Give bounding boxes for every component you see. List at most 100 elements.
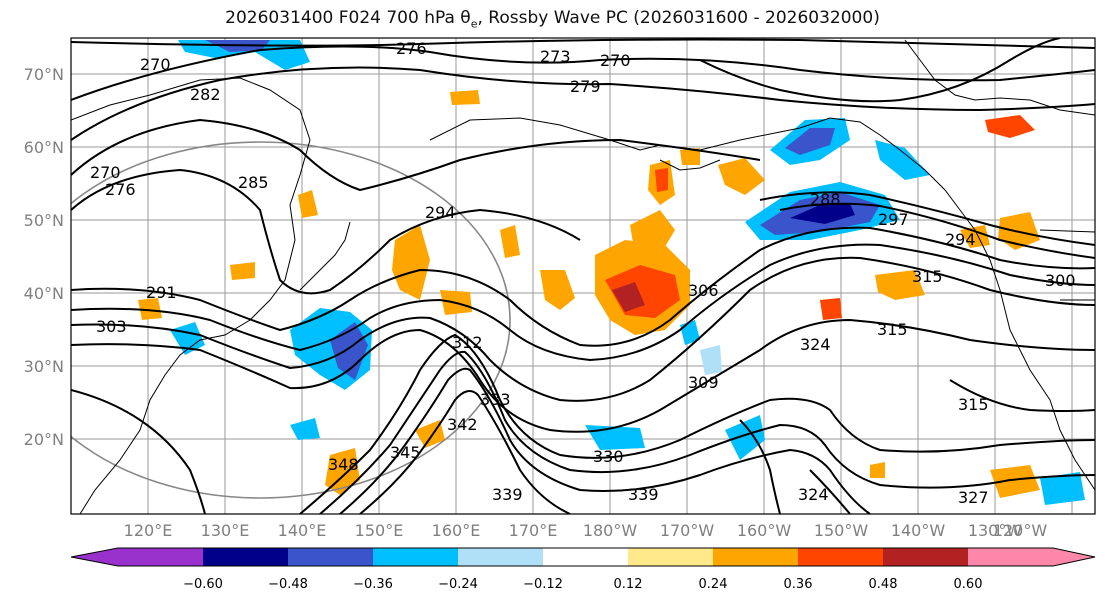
lon-label: 150°E [355, 521, 404, 540]
contour-label: 297 [878, 210, 909, 229]
contour-label: 279 [570, 77, 601, 96]
lat-label: 20°N [24, 430, 64, 449]
anomaly-patch [790, 204, 855, 224]
contour-line [71, 243, 1095, 362]
coastline [429, 117, 801, 151]
anomaly-patch [392, 225, 430, 300]
colorbar-tick: 0.24 [699, 577, 728, 592]
colorbar-segment [71, 548, 118, 566]
lon-label: 140°E [278, 521, 327, 540]
anomaly-patch [1040, 472, 1085, 505]
lat-label: 30°N [24, 357, 64, 376]
colorbar-tick: 0.60 [954, 577, 983, 592]
contour-label: 276 [105, 180, 136, 199]
contour-label: 348 [328, 455, 359, 474]
anomaly-patch [785, 128, 835, 155]
lon-label: 120°E [124, 521, 173, 540]
lon-label: 150°W [814, 521, 869, 540]
lon-label: 170°W [660, 521, 715, 540]
colorbar-tick: 0.12 [614, 577, 643, 592]
contour-label: 327 [958, 488, 989, 507]
contour-label: 330 [593, 447, 624, 466]
anomaly-patch [178, 40, 310, 70]
anomaly-patch [990, 465, 1040, 498]
lon-label: 120°W [993, 521, 1048, 540]
colorbar-segment [713, 548, 798, 566]
contour-label: 333 [480, 390, 511, 409]
anomaly-patch [985, 115, 1035, 138]
colorbar-tick: −0.36 [353, 577, 393, 592]
contour-line [71, 168, 581, 295]
contour-label: 315 [877, 320, 908, 339]
anomaly-patch [718, 158, 765, 195]
anomaly-patch [630, 210, 675, 255]
anomaly-patch [540, 270, 575, 310]
latitude-labels: 70°N 60°N 50°N 40°N 30°N 20°N [24, 65, 64, 449]
anomaly-patch [450, 90, 480, 105]
contour-line [71, 256, 1095, 402]
graticule [71, 38, 1095, 514]
anomaly-patch [700, 345, 722, 375]
anomaly-patch [680, 148, 700, 165]
colorbar-tick: −0.48 [268, 577, 308, 592]
lat-label: 70°N [24, 65, 64, 84]
colorbar-outline [70, 547, 1096, 567]
contour-label: 312 [452, 333, 483, 352]
contour-label: 345 [390, 443, 421, 462]
colorbar-segment [458, 548, 543, 566]
contour-label: 270 [600, 51, 631, 70]
contour-label: 294 [945, 230, 976, 249]
contour-label: 339 [628, 485, 659, 504]
colorbar-tick: −0.24 [438, 577, 478, 592]
contour-label: 309 [688, 373, 719, 392]
colorbar-tick: −0.12 [523, 577, 563, 592]
contour-label: 315 [958, 395, 989, 414]
anomaly-patch [820, 298, 842, 320]
lon-label: 180°W [583, 521, 638, 540]
contour-line [759, 191, 1095, 246]
contour-label: 276 [396, 39, 427, 58]
coastline [1039, 229, 1095, 233]
contour-label: 306 [688, 281, 719, 300]
anomaly-patch [655, 168, 668, 192]
contour-label: 294 [425, 203, 456, 222]
colorbar-tick: 0.36 [784, 577, 813, 592]
anomaly-patch [612, 282, 645, 312]
contour-label: 342 [447, 415, 478, 434]
contour-line [71, 66, 1095, 141]
contour-line [339, 367, 871, 514]
colorbar-tick: 0.48 [869, 577, 898, 592]
lat-label: 40°N [24, 284, 64, 303]
contour-line [71, 389, 206, 514]
contour-line [71, 38, 1095, 49]
contour-label: 303 [96, 317, 127, 336]
contour-label: 324 [798, 485, 829, 504]
anomaly-patch [585, 425, 645, 450]
contour-line [699, 38, 1061, 103]
colorbar-segment [798, 548, 883, 566]
contour-line [359, 390, 571, 514]
colorbar-segment [1053, 548, 1095, 566]
lon-label: 130°W [968, 521, 1023, 540]
map-title: 2026031400 F024 700 hPa θe, Rossby Wave … [225, 8, 880, 31]
lon-label: 170°E [509, 521, 558, 540]
colorbar-segment [118, 548, 203, 566]
anomaly-patch [960, 225, 990, 248]
coastline [659, 159, 721, 171]
anomaly-patch [725, 415, 765, 460]
lon-label: 140°W [891, 521, 946, 540]
colorbar-segment [968, 548, 1053, 566]
anomaly-patch [870, 462, 885, 478]
contour-label: 324 [800, 335, 831, 354]
contour-label: 270 [90, 163, 121, 182]
map-frame [70, 37, 1096, 515]
contour-label: 285 [238, 173, 269, 192]
contour-label: 282 [190, 85, 221, 104]
contour-line [809, 469, 851, 514]
contour-label: 300 [1045, 271, 1076, 290]
contour-label: 273 [540, 47, 571, 66]
lat-label: 60°N [24, 138, 64, 157]
anomaly-patch [230, 262, 255, 280]
great-circle [71, 141, 511, 499]
